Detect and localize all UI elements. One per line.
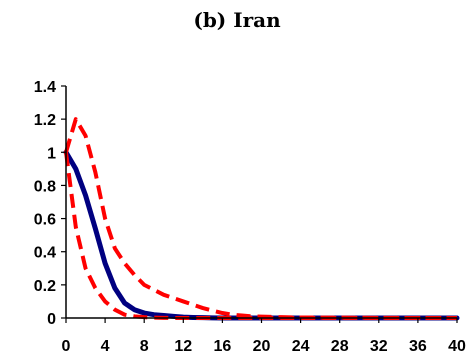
y-tick-label: 1.2 <box>34 112 56 129</box>
axis-layer: 0 0.2 0.4 0.6 0.8 1 1.2 1.4 0 4 8 12 16 20 24 28 32 36 40 <box>34 79 466 355</box>
x-tick-label: 36 <box>409 338 427 355</box>
series-line-1 <box>63 149 460 321</box>
y-tick-label: 0.4 <box>34 245 56 262</box>
y-tick-label: 0 <box>47 311 56 328</box>
y-tick-label: 1.4 <box>34 79 56 96</box>
x-tick-label: 24 <box>292 338 310 355</box>
x-tick-label: 32 <box>370 338 388 355</box>
chart-title: (b) Iran <box>193 8 281 32</box>
series-line-2 <box>64 117 457 320</box>
y-tick-label: 0.2 <box>34 278 56 295</box>
x-tick-label: 12 <box>174 338 192 355</box>
x-tick-label: 8 <box>140 338 149 355</box>
x-tick-label: 0 <box>62 338 71 355</box>
series-layer <box>63 117 460 321</box>
x-tick-label: 40 <box>448 338 466 355</box>
x-tick-label: 4 <box>101 338 110 355</box>
x-tick-label: 28 <box>331 338 349 355</box>
x-tick-label: 16 <box>214 338 232 355</box>
y-tick-label: 0.6 <box>34 212 56 229</box>
y-tick-label: 0.8 <box>34 178 56 195</box>
series-line-3 <box>64 152 457 320</box>
y-tick-label: 1 <box>47 145 56 162</box>
x-tick-label: 20 <box>253 338 271 355</box>
